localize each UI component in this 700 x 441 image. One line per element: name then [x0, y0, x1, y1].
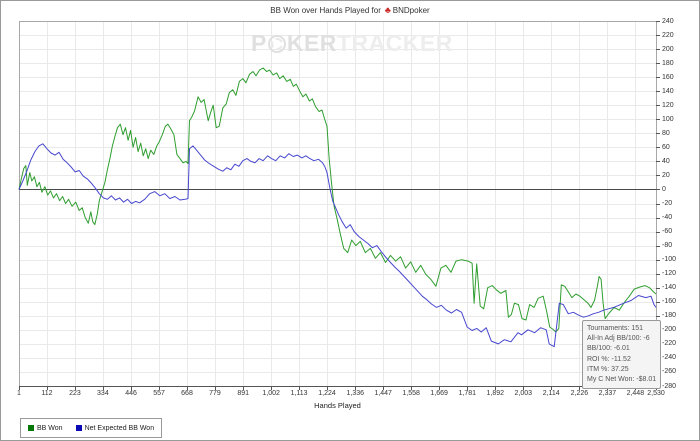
y-axis-tick-label: 160 — [662, 73, 674, 81]
x-axis-tick-label: 112 — [41, 390, 53, 397]
x-axis-tick-label: 1,669 — [430, 390, 448, 397]
legend-swatch-icon — [75, 425, 82, 431]
tooltip-line: My C Net Won: -$8.01 — [587, 376, 656, 384]
x-axis-tick-label: 2,448 — [626, 390, 645, 397]
bb-won-line — [18, 67, 657, 333]
y-axis-tick-label: -220 — [662, 340, 677, 348]
x-axis-tick-label: 1,892 — [486, 390, 505, 397]
x-axis-tick-label: 779 — [209, 390, 221, 397]
legend-swatch-icon — [28, 425, 34, 431]
tooltip-line: BB/100: -6.01 — [587, 345, 630, 353]
y-axis-tick-label: -180 — [662, 312, 677, 320]
y-axis-tick-label: -120 — [662, 270, 677, 278]
net-expected-bb-won-line — [18, 143, 657, 348]
tooltip-line: ROI %: -11.52 — [587, 355, 631, 363]
tooltip-line: ITM %: 37.25 — [587, 365, 629, 373]
x-axis-tick-label: 446 — [125, 390, 137, 397]
y-axis-tick-label: -80 — [662, 242, 673, 250]
x-axis-tick-label: 557 — [153, 390, 165, 397]
y-axis-tick-label: -200 — [662, 326, 677, 334]
tooltip-line: All-In Adj BB/100: -6 — [587, 335, 650, 343]
y-axis-tick-label: 140 — [662, 87, 674, 95]
chart-title-text: BB Won over Hands Played for — [270, 6, 381, 15]
y-axis-tick-label: -280 — [662, 382, 677, 390]
x-axis-tick-label: 334 — [97, 390, 109, 397]
legend-label: BB Won — [37, 424, 63, 432]
x-axis-tick-label: 2,114 — [542, 390, 560, 397]
x-axis-tick-label: 2,003 — [514, 390, 533, 397]
y-axis-tick-label: -20 — [662, 200, 673, 207]
chart-title-site: BNDpoker — [392, 6, 430, 15]
y-axis-tick-label: -40 — [662, 214, 673, 222]
watermark-poker-p: P — [251, 30, 267, 56]
x-axis-tick-label: 1,447 — [374, 390, 392, 397]
y-axis-tick-label: 20 — [662, 171, 670, 179]
tooltip-line: Tournaments: 151 — [587, 325, 644, 332]
poker-chip-icon — [267, 34, 286, 53]
x-axis-tick-label: 1,781 — [458, 390, 477, 397]
legend-item-net-expected-bb-won: Net Expected BB Won — [75, 424, 155, 432]
x-axis-tick-label: 2,337 — [598, 390, 617, 397]
y-axis-tick-label: 120 — [662, 101, 674, 109]
x-axis-tick-label: 223 — [69, 390, 81, 397]
y-axis-tick-label: -260 — [662, 368, 677, 376]
y-axis-tick-label: -60 — [662, 228, 673, 236]
x-axis-tick-label: 1,113 — [290, 390, 308, 397]
y-axis-tick-label: 40 — [662, 157, 670, 165]
x-axis-tick-label: 1,558 — [402, 390, 420, 397]
x-axis-tick-label: 1 — [17, 390, 21, 397]
y-axis-tick-label: -140 — [662, 284, 677, 292]
x-axis-tick-label: 1,336 — [346, 390, 365, 397]
x-axis-tick-label: 891 — [237, 390, 249, 397]
y-axis-tick-label: -240 — [662, 354, 677, 362]
y-axis-tick-label: 80 — [662, 129, 670, 137]
legend-label: Net Expected BB Won — [84, 424, 155, 432]
red-suit-icon: ♣ — [384, 5, 391, 15]
y-axis-tick-label: 240 — [662, 17, 674, 25]
x-axis-tick-label: 668 — [181, 390, 193, 397]
y-axis-tick-label: 180 — [662, 59, 674, 67]
y-axis-tick-label: 200 — [662, 45, 674, 53]
y-axis-tick-label: 0 — [662, 185, 666, 193]
x-axis-tick-label: 2,530 — [647, 390, 665, 397]
chart-title: BB Won over Hands Played for ♣ BNDpoker — [1, 5, 699, 15]
watermark-tracker: TRACKER — [336, 30, 453, 56]
watermark-poker-rest: KER — [286, 30, 337, 56]
stats-tooltip: Tournaments: 151 All-In Adj BB/100: -6 BB/… — [582, 320, 661, 389]
y-axis-tick-label: -160 — [662, 298, 677, 306]
pokertracker-watermark: P KER TRACKER — [251, 30, 453, 57]
x-axis-title: Hands Played — [314, 401, 361, 410]
x-axis-tick-label: 1,224 — [318, 390, 336, 397]
y-axis-tick-label: 220 — [662, 31, 674, 39]
legend: BB Won Net Expected BB Won — [20, 418, 163, 438]
legend-item-bb-won: BB Won — [28, 425, 63, 432]
y-axis-tick-label: -100 — [662, 256, 677, 264]
x-axis-tick-label: 1,002 — [262, 390, 280, 397]
x-axis-tick-label: 2,226 — [570, 390, 589, 397]
y-axis-tick-label: 60 — [662, 143, 670, 151]
y-axis-tick-label: 100 — [662, 115, 674, 123]
